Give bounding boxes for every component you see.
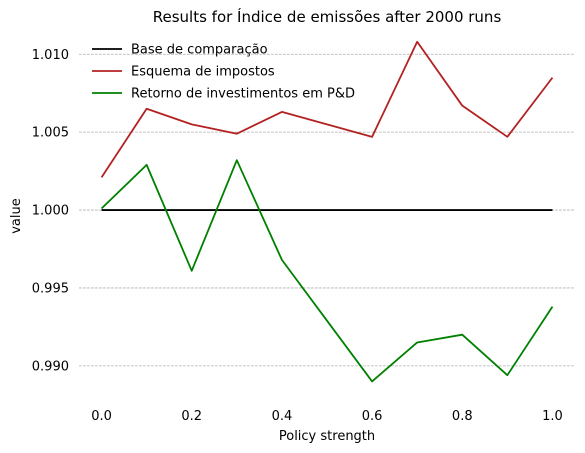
- x-axis-ticks: 0.0 0.2 0.4 0.6 0.8 1.0: [91, 409, 563, 424]
- series-line-2: [100, 159, 554, 383]
- y-tick-label: 1.000: [32, 204, 69, 219]
- x-tick-label: 0.2: [181, 409, 202, 424]
- x-tick-label: 0.4: [272, 409, 293, 424]
- series-line-1: [100, 40, 554, 178]
- legend-label: Esquema de impostos: [131, 65, 275, 80]
- legend: Base de comparação Esquema de impostos Ret…: [92, 43, 355, 102]
- x-axis-label: Policy strength: [279, 429, 375, 444]
- x-tick-label: 1.0: [542, 409, 563, 424]
- y-tick-label: 1.010: [32, 48, 69, 63]
- chart-title: Results for Índice de emissões after 200…: [153, 7, 502, 26]
- x-tick-label: 0.0: [91, 409, 112, 424]
- series-lines: [100, 40, 554, 383]
- y-tick-label: 0.990: [32, 359, 69, 374]
- x-tick-label: 0.6: [362, 409, 383, 424]
- y-tick-label: 0.995: [32, 281, 69, 296]
- y-tick-label: 1.005: [32, 126, 69, 141]
- y-axis-label: value: [9, 198, 24, 234]
- legend-label: Retorno de investimentos em P&D: [131, 87, 355, 102]
- y-axis-ticks: 0.990 0.995 1.000 1.005 1.010: [32, 48, 69, 375]
- x-tick-label: 0.8: [452, 409, 473, 424]
- legend-label: Base de comparação: [131, 43, 268, 58]
